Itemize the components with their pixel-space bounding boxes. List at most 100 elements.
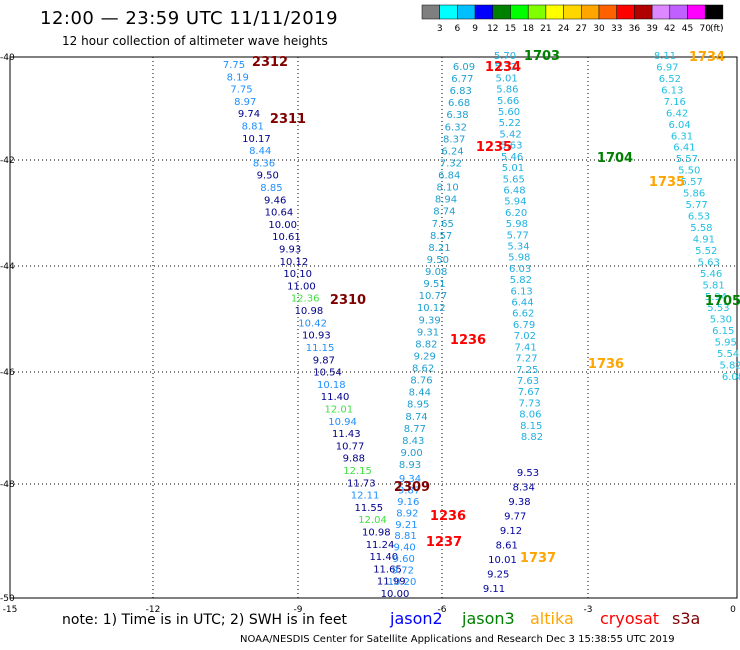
swh-value: 8.74	[433, 207, 455, 218]
swh-value: 6.20	[505, 208, 527, 219]
jason2-swh-value: 10.00	[381, 589, 410, 600]
colorbar-swatch	[474, 4, 494, 20]
swh-value: 8.94	[435, 195, 457, 206]
swh-value: 5.82	[719, 361, 740, 372]
colorbar-tick-label: 39	[646, 24, 658, 34]
swh-value: 5.30	[710, 315, 732, 326]
pass-label: 1236	[450, 333, 486, 348]
swh-value: 6.42	[666, 108, 688, 119]
jason2-swh-value: 10.64	[265, 208, 294, 219]
colorbar-swatch	[581, 4, 600, 20]
colorbar-swatch	[439, 4, 458, 20]
swh-value: 6.44	[511, 298, 533, 309]
swh-value: 5.98	[508, 253, 530, 264]
jason2-swh-value: 10.94	[328, 417, 357, 428]
jason2-swh-value: 11.43	[332, 429, 361, 440]
swh-value: 6.62	[512, 309, 534, 320]
swh-value: 9.38	[508, 497, 530, 508]
axis-ticks: -15 -12 -9 -6 -3 0 -40 -42 -44 -46 -48 -50	[0, 53, 736, 615]
swh-value: 5.66	[497, 96, 519, 107]
colorbar-unit-label: (ft)	[710, 24, 724, 34]
swh-value: 9.08	[425, 267, 447, 278]
swh-value: 9.39	[419, 315, 441, 326]
jason2-swh-value: 10.61	[272, 232, 301, 243]
swh-value: 9.25	[487, 570, 509, 581]
swh-value: 8.74	[405, 412, 427, 423]
swh-value: 5.57	[681, 177, 703, 188]
pass-label: 2309	[394, 480, 430, 495]
colorbar-tick-label: 9	[472, 24, 478, 34]
footer-note: note: 1) Time is in UTC; 2) SWH is in fe…	[62, 612, 348, 628]
swh-value: 5.46	[501, 152, 523, 163]
swh-value: 8.76	[410, 376, 432, 387]
swh-value: 6.48	[503, 185, 525, 196]
swh-value: 5.54	[717, 349, 739, 360]
jason2-swh-value: 10.17	[242, 134, 271, 145]
jason2-swh-value: 10.18	[317, 380, 346, 391]
jason2-swh-value: 10.10	[283, 269, 312, 280]
swh-value: 8.93	[399, 460, 421, 471]
x-tick-label: -12	[146, 605, 161, 615]
swh-value: 5.86	[496, 85, 518, 96]
swh-value: 5.57	[676, 154, 698, 165]
pass-label: 2310	[330, 293, 366, 308]
jason2-swh-value: 10.20	[388, 577, 417, 588]
footer-credit: NOAA/NESDIS Center for Satellite Applica…	[240, 634, 675, 645]
colorbar-tick-label: 3	[437, 24, 443, 34]
colorbar-swatch	[651, 4, 671, 20]
jason2-swh-value: 10.42	[298, 318, 327, 329]
colorbar-swatch	[669, 4, 688, 20]
swh-value: 8.10	[437, 183, 459, 194]
map-subtitle: 12 hour collection of altimeter wave hei…	[62, 34, 328, 48]
colorbar-tick-label: 27	[576, 24, 587, 34]
jason2-swh-value: 9.88	[343, 454, 365, 465]
swh-value: 8.15	[520, 421, 542, 432]
swh-value: 6.79	[513, 320, 535, 331]
swh-value: 8.77	[404, 424, 426, 435]
swh-value: 8.21	[428, 243, 450, 254]
jason2-swh-value: 9.87	[398, 485, 420, 496]
pass-label: 1737	[520, 551, 556, 566]
pass-label: 1705	[705, 294, 740, 309]
swh-value: 9.50	[427, 255, 449, 266]
jason2-swh-value: 9.60	[393, 554, 415, 565]
swh-value: 6.53	[688, 212, 710, 223]
swh-value: 9.53	[517, 468, 539, 479]
colorbar-tick-label: 15	[505, 24, 516, 34]
jason2-swh-value: 11.40	[321, 392, 350, 403]
swh-value: 8.11	[654, 51, 676, 62]
swh-value: 8.34	[513, 483, 535, 494]
pass-label: 1703	[524, 49, 560, 64]
jason2-swh-value: 12.15	[343, 466, 372, 477]
pass-label: 1734	[689, 50, 725, 65]
jason2-swh-value: 7.75	[230, 85, 252, 96]
jason2-swh-value: 8.44	[249, 146, 271, 157]
swh-value: 4.91	[693, 234, 715, 245]
colorbar-tick-label: 36	[629, 24, 641, 34]
swh-value: 5.32	[495, 62, 517, 73]
swh-value: 8.57	[430, 231, 452, 242]
colorbar-swatch	[510, 4, 529, 20]
swh-value: 7.02	[514, 331, 536, 342]
swh-value: 6.13	[661, 85, 683, 96]
swh-value: 6.38	[446, 110, 468, 121]
swh-value: 9.51	[423, 279, 445, 290]
x-tick-label: -9	[294, 605, 303, 615]
jason2-swh-value: 11.15	[306, 343, 335, 354]
jason2-swh-value: 9.21	[395, 520, 417, 531]
swh-value: 8.37	[443, 134, 465, 145]
swh-value: 6.41	[673, 143, 695, 154]
swh-value: 5.63	[698, 257, 720, 268]
wave-height-tracks: 7.758.197.758.979.748.8110.178.448.369.5…	[223, 51, 740, 600]
jason2-swh-value: 8.85	[260, 183, 282, 194]
jason2-swh-value: 12.04	[358, 515, 387, 526]
swh-value: 5.95	[715, 338, 737, 349]
jason2-swh-value: 8.81	[394, 531, 416, 542]
jason2-swh-value: 11.00	[287, 281, 316, 292]
swh-value: 5.82	[510, 275, 532, 286]
map-frame	[9, 56, 738, 599]
swh-value: 8.62	[412, 364, 434, 375]
swh-value: 7.32	[440, 158, 462, 169]
y-tick-label: -42	[0, 156, 15, 166]
jason2-swh-value: 9.74	[238, 109, 260, 120]
